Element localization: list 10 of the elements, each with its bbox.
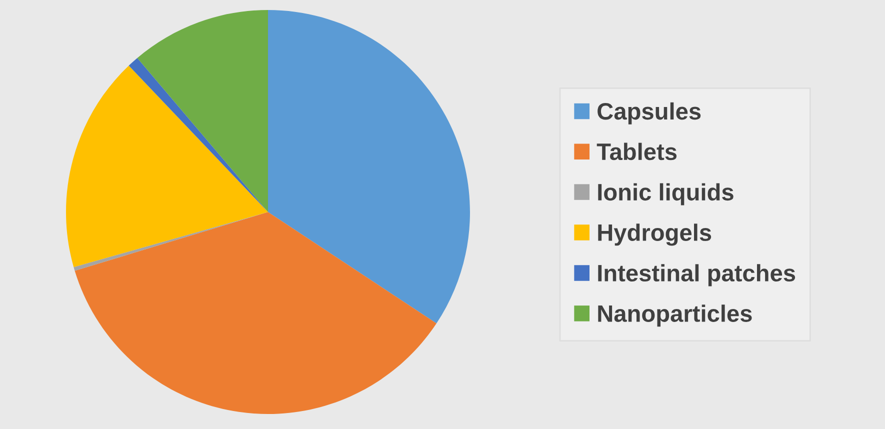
pie-slice <box>66 66 268 268</box>
legend-label: Hydrogels <box>598 224 712 246</box>
pie-slice <box>137 10 268 212</box>
legend-label: Nanoparticles <box>598 304 752 327</box>
legend-label: Ionic liquids <box>598 183 734 206</box>
pie-slice <box>268 10 470 324</box>
legend-label: Intestinal patches <box>598 264 796 286</box>
legend-label: Capsules <box>598 102 701 124</box>
pie-slice <box>74 212 436 414</box>
legend-label: Tablets <box>596 142 677 160</box>
